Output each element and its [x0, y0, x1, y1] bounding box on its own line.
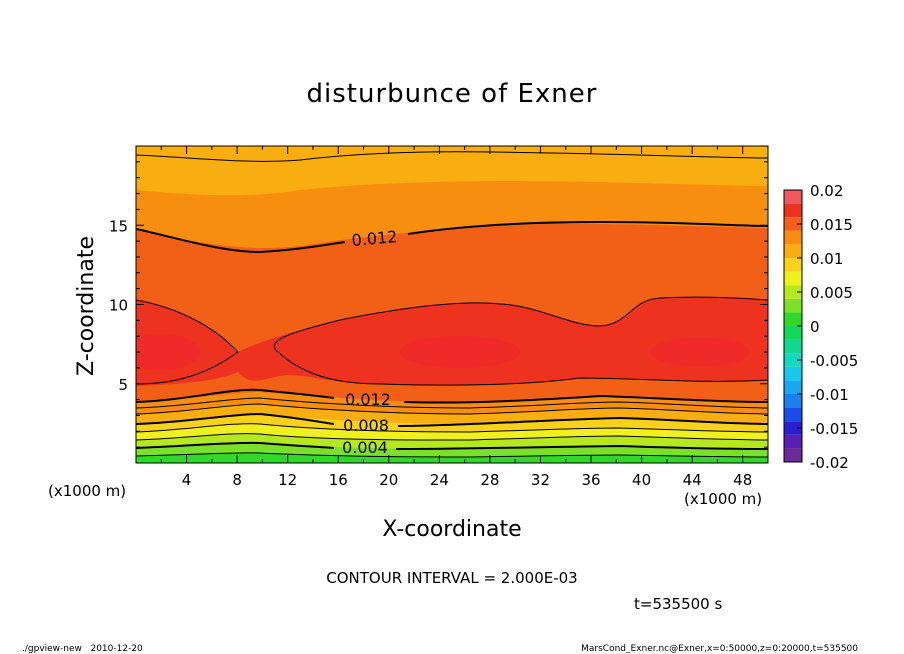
time-text: t=535500 s [634, 595, 722, 613]
colorbar-segment [784, 339, 802, 354]
x-tick-label: 28 [480, 471, 499, 489]
x-tick-label: 44 [683, 471, 702, 489]
x-axis-label: X-coordinate [382, 517, 521, 542]
colorbar-tick-label: -0.02 [810, 454, 849, 472]
y-axis: 5 10 15 [109, 161, 768, 448]
colorbar-segment [784, 312, 802, 326]
colorbar-segment [784, 258, 802, 272]
x-tick-label: 16 [329, 471, 348, 489]
colorbar-segment [784, 353, 802, 367]
core-mid [400, 336, 520, 368]
x-tick-label: 32 [531, 471, 550, 489]
contour-label: 0.012 [345, 390, 391, 409]
contour-lines [136, 151, 768, 458]
colorbar-segment [784, 203, 802, 218]
colorbar-segment [784, 421, 802, 435]
colorbar-segment [784, 394, 802, 408]
x-tick-label: 36 [581, 471, 600, 489]
contour-line-e [136, 452, 768, 458]
contour-label: 0.004 [342, 438, 388, 457]
plot-area [136, 146, 768, 463]
x-tick-label: 4 [182, 471, 192, 489]
colorbar-segment [784, 366, 802, 381]
core-left [136, 334, 200, 370]
colorbar-segment [784, 271, 802, 286]
contour-line-0008 [136, 412, 768, 427]
x-axis: 4 8 12 16 20 24 28 32 36 40 44 48 [160, 146, 752, 489]
x-tick-label: 40 [632, 471, 651, 489]
contour-line-c [136, 423, 768, 433]
core-right [650, 338, 750, 366]
colorbar-tick-label: 0.02 [810, 182, 843, 200]
contour-line-b [136, 403, 768, 415]
colorbar-tick-label: -0.015 [810, 420, 858, 438]
y-tick-label: 10 [109, 297, 128, 315]
chart-title: disturbunce of Exner [307, 79, 598, 109]
colorbar-segment [784, 285, 802, 299]
x-unit-label-left: (x1000 m) [48, 482, 126, 500]
contour-line-d [136, 433, 768, 441]
x-unit-label-right: (x1000 m) [684, 490, 762, 508]
x-tick-label: 48 [733, 471, 752, 489]
footer-left: ./gpview-new 2010-12-20 [22, 644, 143, 654]
footer-right: MarsCond_Exner.nc@Exner,x=0:50000,z=0:20… [581, 644, 858, 654]
contour-line-top [136, 151, 768, 162]
y-tick-label: 15 [109, 217, 128, 235]
x-tick-label: 8 [232, 471, 242, 489]
colorbar-segment [784, 380, 802, 394]
colorbar: 0.02 0.015 0.01 0.005 0 -0.005 -0.01 -0.015 -0.0… [783, 182, 858, 472]
colorbar-segment [784, 190, 802, 204]
y-axis-label: Z-coordinate [74, 236, 99, 376]
x-tick-label: 20 [379, 471, 398, 489]
contour-label: 0.012 [351, 227, 398, 250]
colorbar-tick-label: 0.01 [810, 250, 843, 268]
colorbar-segment [784, 407, 802, 422]
colorbar-segment [784, 217, 802, 231]
x-tick-label: 12 [278, 471, 297, 489]
colorbar-segment [784, 434, 802, 449]
colorbar-segment [784, 298, 802, 313]
colorbar-tick-label: 0 [810, 318, 820, 336]
y-tick-label: 5 [118, 376, 128, 394]
contour-line-0004 [136, 441, 768, 450]
contour-line-a [136, 397, 768, 409]
contour-line-inner-2 [273, 296, 768, 386]
contour-line-0012-upper [136, 220, 768, 254]
colorbar-segment [784, 448, 802, 462]
colorbar-segment [784, 244, 802, 258]
contour-interval-text: CONTOUR INTERVAL = 2.000E-03 [326, 569, 577, 587]
colorbar-tick-label: -0.005 [810, 352, 858, 370]
x-tick-label: 24 [430, 471, 449, 489]
colorbar-tick-label: 0.015 [810, 216, 853, 234]
colorbar-tick-label: -0.01 [810, 386, 849, 404]
contour-line-0012-lower [136, 388, 768, 404]
colorbar-tick-label: 0.005 [810, 284, 853, 302]
contour-line-inner [136, 299, 239, 385]
colorbar-segment [784, 230, 802, 245]
contour-label: 0.008 [343, 416, 389, 435]
colorbar-segment [784, 326, 802, 340]
